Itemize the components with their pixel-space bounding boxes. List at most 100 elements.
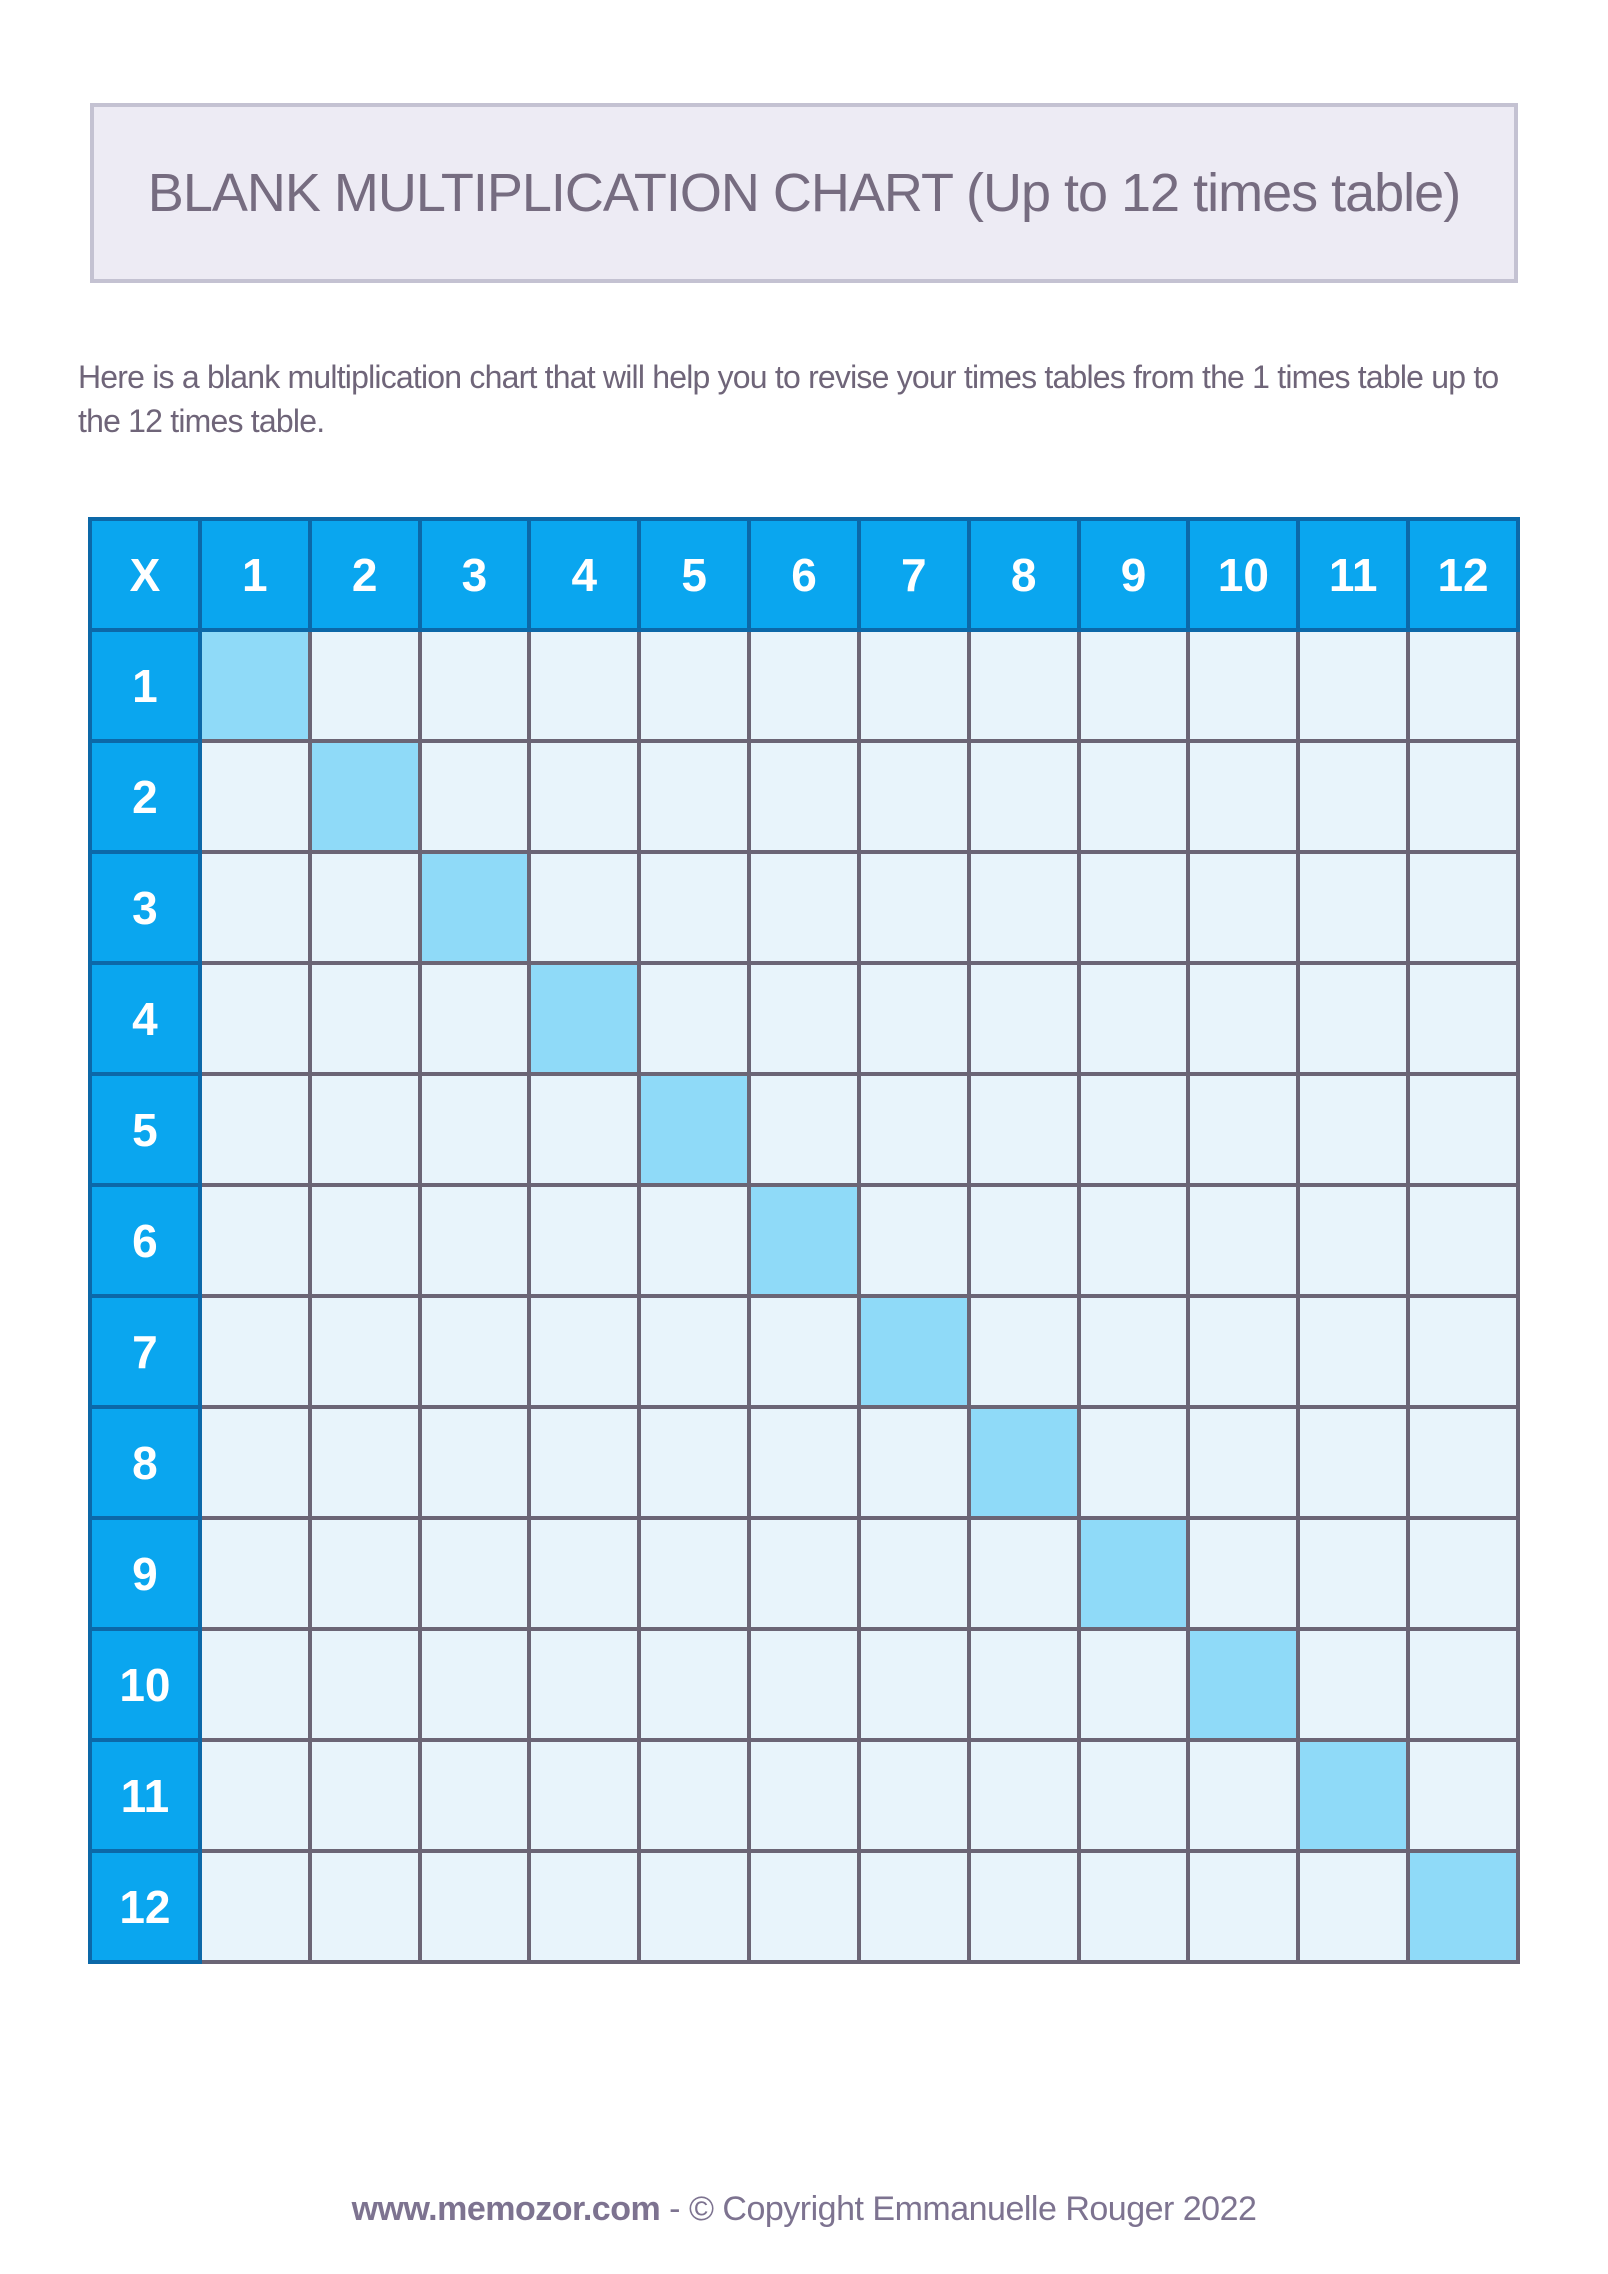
grid-cell-r4-c7 bbox=[856, 961, 971, 1077]
grid-cell-r9-c8 bbox=[966, 1516, 1081, 1632]
intro-paragraph: Here is a blank multiplication chart tha… bbox=[78, 359, 1499, 440]
grid-cell-r5-c6 bbox=[747, 1072, 861, 1188]
grid-cell-r10-c8 bbox=[966, 1627, 1081, 1743]
grid-cell-r4-c8 bbox=[966, 961, 1081, 1077]
grid-cell-r3-c4 bbox=[527, 850, 642, 966]
grid-cell-r2-c10 bbox=[1186, 739, 1301, 855]
grid-cell-r7-c6 bbox=[747, 1294, 861, 1410]
grid-cell-r12-c7 bbox=[856, 1849, 971, 1965]
grid-cell-r1-c9 bbox=[1076, 628, 1191, 744]
col-header-6: 6 bbox=[747, 517, 861, 633]
row-header-8: 8 bbox=[88, 1405, 202, 1521]
row-header-3: 3 bbox=[88, 850, 202, 966]
grid-cell-r4-c12 bbox=[1406, 961, 1520, 1077]
footer-separator: - bbox=[660, 2190, 689, 2229]
grid-cell-r11-c8 bbox=[966, 1738, 1081, 1854]
grid-cell-r1-c1 bbox=[197, 628, 312, 744]
row-header-4: 4 bbox=[88, 961, 202, 1077]
grid-cell-r10-c1 bbox=[197, 1627, 312, 1743]
grid-cell-r8-c11 bbox=[1296, 1405, 1411, 1521]
grid-cell-r8-c8 bbox=[966, 1405, 1081, 1521]
grid-cell-r9-c1 bbox=[197, 1516, 312, 1632]
table-row: 7 bbox=[88, 1294, 1520, 1410]
grid-cell-r2-c2 bbox=[307, 739, 422, 855]
grid-cell-r2-c11 bbox=[1296, 739, 1411, 855]
grid-cell-r1-c5 bbox=[637, 628, 752, 744]
grid-cell-r7-c11 bbox=[1296, 1294, 1411, 1410]
table-row: 3 bbox=[88, 850, 1520, 966]
grid-cell-r9-c11 bbox=[1296, 1516, 1411, 1632]
grid-cell-r5-c1 bbox=[197, 1072, 312, 1188]
grid-cell-r3-c1 bbox=[197, 850, 312, 966]
grid-cell-r4-c4 bbox=[527, 961, 642, 1077]
grid-cell-r1-c3 bbox=[417, 628, 532, 744]
grid-cell-r6-c3 bbox=[417, 1183, 532, 1299]
grid-cell-r9-c7 bbox=[856, 1516, 971, 1632]
grid-cell-r2-c12 bbox=[1406, 739, 1520, 855]
page-title: BLANK MULTIPLICATION CHART (Up to 12 tim… bbox=[147, 163, 1461, 223]
grid-cell-r2-c1 bbox=[197, 739, 312, 855]
row-header-6: 6 bbox=[88, 1183, 202, 1299]
col-header-4: 4 bbox=[527, 517, 642, 633]
col-header-11: 11 bbox=[1296, 517, 1411, 633]
table-row: 6 bbox=[88, 1183, 1520, 1299]
grid-cell-r3-c12 bbox=[1406, 850, 1520, 966]
grid-cell-r2-c8 bbox=[966, 739, 1081, 855]
grid-cell-r8-c3 bbox=[417, 1405, 532, 1521]
grid-cell-r7-c9 bbox=[1076, 1294, 1191, 1410]
grid-cell-r3-c8 bbox=[966, 850, 1081, 966]
grid-cell-r3-c7 bbox=[856, 850, 971, 966]
table-row: 12 bbox=[88, 1849, 1520, 1965]
grid-cell-r4-c6 bbox=[747, 961, 861, 1077]
grid-cell-r10-c6 bbox=[747, 1627, 861, 1743]
grid-cell-r11-c2 bbox=[307, 1738, 422, 1854]
grid-cell-r10-c3 bbox=[417, 1627, 532, 1743]
grid-cell-r1-c8 bbox=[966, 628, 1081, 744]
grid-cell-r3-c2 bbox=[307, 850, 422, 966]
footer-url[interactable]: www.memozor.com bbox=[351, 2190, 661, 2229]
row-header-1: 1 bbox=[88, 628, 202, 744]
grid-cell-r12-c12 bbox=[1406, 1849, 1520, 1965]
grid-cell-r6-c10 bbox=[1186, 1183, 1301, 1299]
grid-cell-r3-c5 bbox=[637, 850, 752, 966]
grid-cell-r2-c4 bbox=[527, 739, 642, 855]
grid-cell-r6-c12 bbox=[1406, 1183, 1520, 1299]
grid-cell-r5-c3 bbox=[417, 1072, 532, 1188]
grid-cell-r12-c5 bbox=[637, 1849, 752, 1965]
grid-cell-r9-c4 bbox=[527, 1516, 642, 1632]
grid-cell-r1-c6 bbox=[747, 628, 861, 744]
grid-cell-r2-c6 bbox=[747, 739, 861, 855]
grid-cell-r6-c8 bbox=[966, 1183, 1081, 1299]
grid-cell-r3-c3 bbox=[417, 850, 532, 966]
grid-cell-r8-c4 bbox=[527, 1405, 642, 1521]
grid-cell-r2-c3 bbox=[417, 739, 532, 855]
grid-cell-r10-c2 bbox=[307, 1627, 422, 1743]
col-header-8: 8 bbox=[966, 517, 1081, 633]
grid-cell-r5-c2 bbox=[307, 1072, 422, 1188]
grid-cell-r6-c1 bbox=[197, 1183, 312, 1299]
grid-cell-r6-c2 bbox=[307, 1183, 422, 1299]
grid-cell-r9-c2 bbox=[307, 1516, 422, 1632]
col-header-5: 5 bbox=[637, 517, 752, 633]
grid-cell-r3-c10 bbox=[1186, 850, 1301, 966]
grid-cell-r8-c7 bbox=[856, 1405, 971, 1521]
grid-cell-r4-c9 bbox=[1076, 961, 1191, 1077]
grid-cell-r10-c5 bbox=[637, 1627, 752, 1743]
grid-cell-r12-c9 bbox=[1076, 1849, 1191, 1965]
grid-cell-r8-c12 bbox=[1406, 1405, 1520, 1521]
grid-cell-r5-c8 bbox=[966, 1072, 1081, 1188]
grid-cell-r12-c6 bbox=[747, 1849, 861, 1965]
grid-cell-r5-c10 bbox=[1186, 1072, 1301, 1188]
grid-cell-r11-c6 bbox=[747, 1738, 861, 1854]
grid-cell-r6-c6 bbox=[747, 1183, 861, 1299]
grid-cell-r1-c12 bbox=[1406, 628, 1520, 744]
grid-cell-r9-c10 bbox=[1186, 1516, 1301, 1632]
grid-cell-r5-c9 bbox=[1076, 1072, 1191, 1188]
grid-cell-r1-c4 bbox=[527, 628, 642, 744]
grid-cell-r1-c11 bbox=[1296, 628, 1411, 744]
grid-cell-r1-c7 bbox=[856, 628, 971, 744]
grid-cell-r4-c11 bbox=[1296, 961, 1411, 1077]
table-row: 10 bbox=[88, 1627, 1520, 1743]
grid-cell-r6-c9 bbox=[1076, 1183, 1191, 1299]
footer-copyright: © Copyright Emmanuelle Rouger 2022 bbox=[688, 2190, 1257, 2229]
